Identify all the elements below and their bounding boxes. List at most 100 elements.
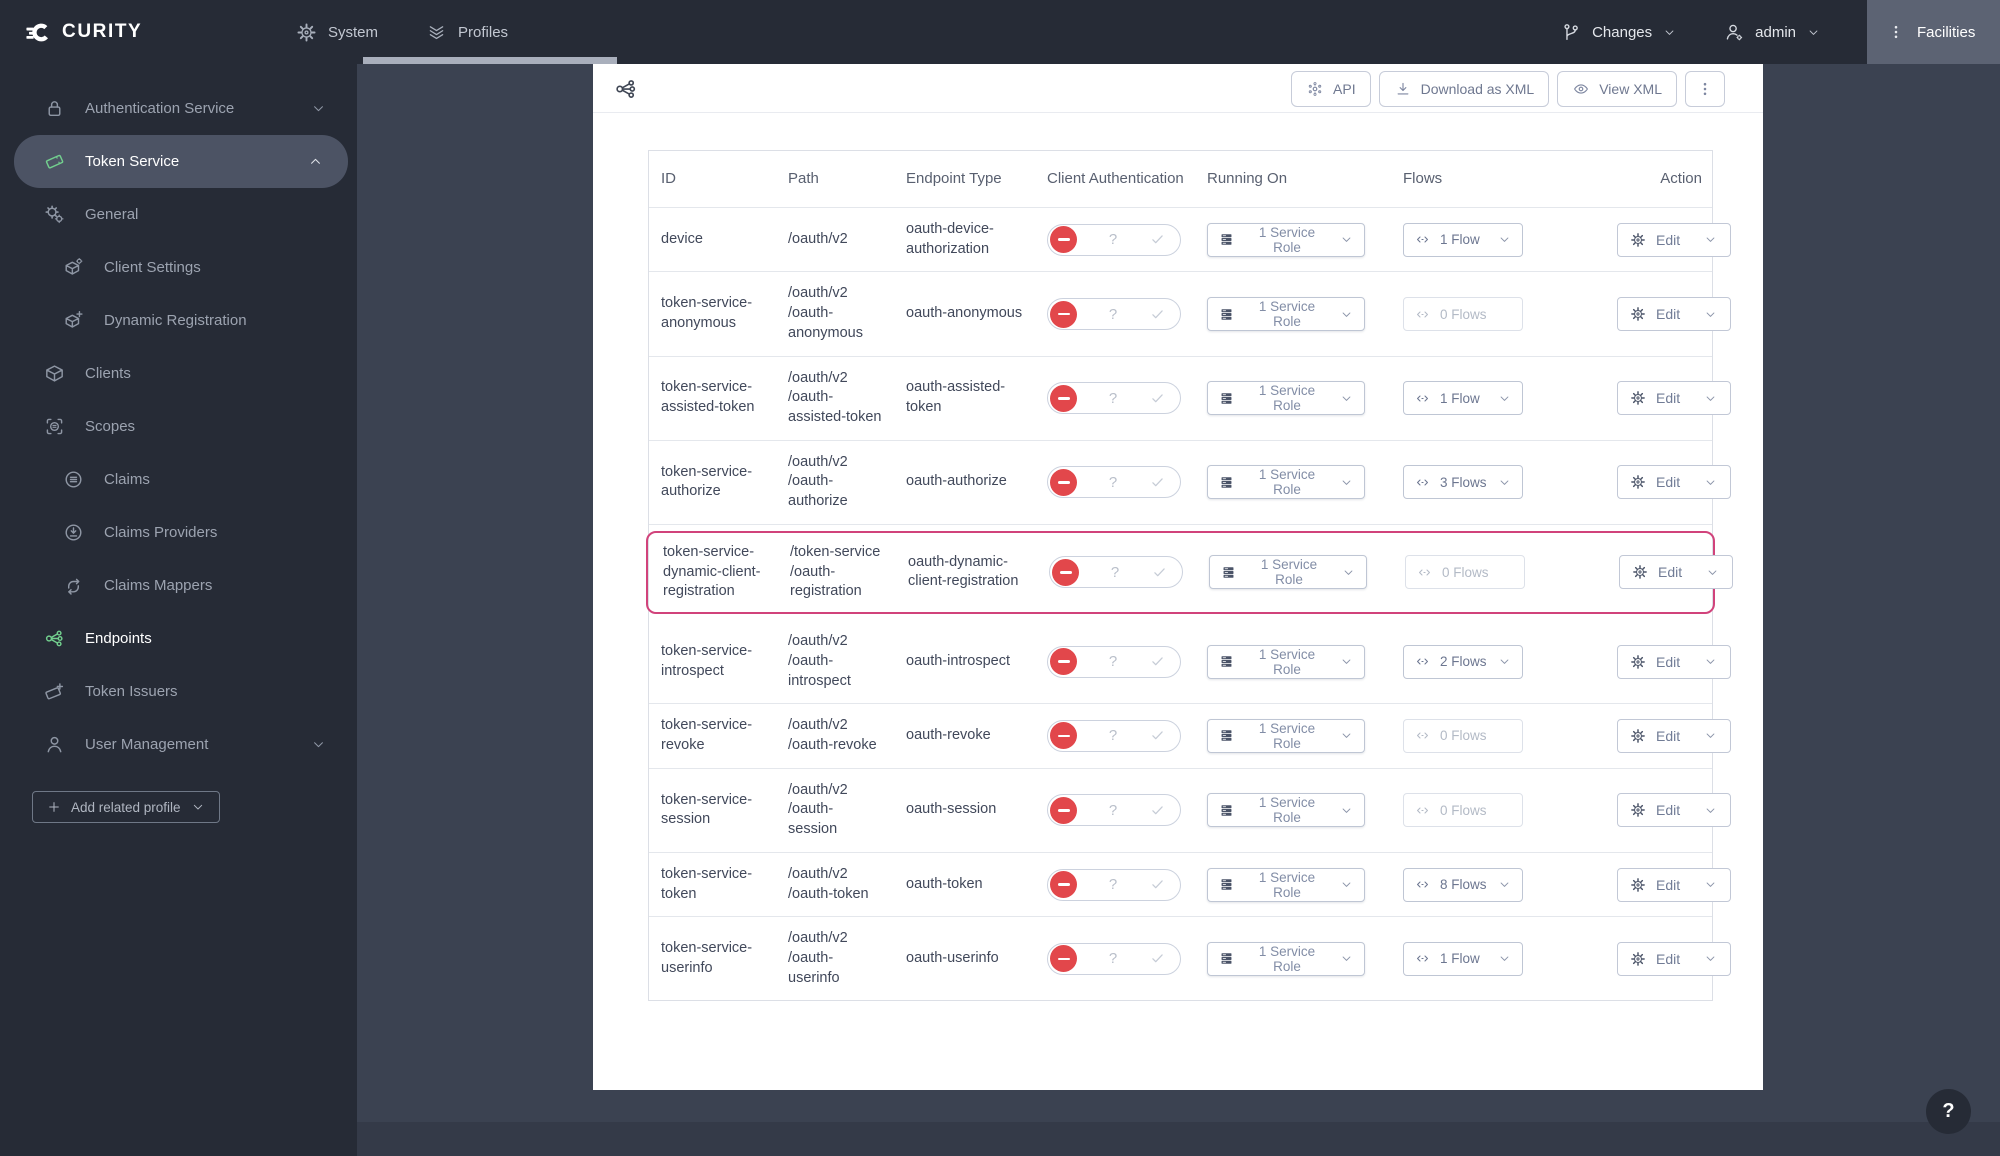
edit-button[interactable]: Edit bbox=[1617, 297, 1731, 332]
sidebar-item-claims-mappers[interactable]: Claims Mappers bbox=[0, 559, 357, 612]
sidebar-item-token-service[interactable]: Token Service bbox=[14, 135, 348, 188]
flows-dropdown[interactable]: 8 Flows bbox=[1403, 867, 1523, 902]
download-as-xml-button[interactable]: Download as XML bbox=[1378, 71, 1550, 107]
running-on-dropdown[interactable]: 1 Service Role bbox=[1207, 718, 1365, 753]
toggle-unknown-icon[interactable]: ? bbox=[1108, 727, 1118, 745]
running-on-dropdown[interactable]: 1 Service Role bbox=[1207, 867, 1365, 902]
changes-menu[interactable]: Changes bbox=[1560, 21, 1677, 43]
toggle-check-icon[interactable] bbox=[1149, 802, 1166, 819]
client-auth-toggle[interactable]: ? bbox=[1049, 556, 1183, 589]
client-auth-toggle[interactable]: ? bbox=[1047, 942, 1181, 975]
toggle-disabled-icon[interactable] bbox=[1050, 945, 1077, 973]
sidebar-item-dynamic-registration[interactable]: Dynamic Registration bbox=[0, 294, 357, 347]
toggle-check-icon[interactable] bbox=[1149, 727, 1166, 744]
toggle-disabled-icon[interactable] bbox=[1050, 722, 1077, 750]
edit-button[interactable]: Edit bbox=[1617, 718, 1731, 753]
edit-button[interactable]: Edit bbox=[1617, 867, 1731, 902]
add-related-profile-button[interactable]: Add related profile bbox=[32, 791, 220, 823]
running-on-dropdown[interactable]: 1 Service Role bbox=[1207, 793, 1365, 828]
endpoint-type-cell: oauth-dynamic-client-registration bbox=[908, 553, 1019, 590]
flows-dropdown[interactable]: 1 Flow bbox=[1403, 381, 1523, 416]
client-auth-toggle[interactable]: ? bbox=[1047, 794, 1181, 827]
toggle-unknown-icon[interactable]: ? bbox=[1108, 653, 1118, 671]
toggle-disabled-icon[interactable] bbox=[1050, 796, 1077, 824]
sidebar-item-claims-providers[interactable]: Claims Providers bbox=[0, 506, 357, 559]
client-auth-toggle[interactable]: ? bbox=[1047, 645, 1181, 678]
toggle-disabled-icon[interactable] bbox=[1050, 648, 1077, 676]
running-on-cell: 1 Service Role bbox=[1199, 297, 1395, 332]
client-auth-toggle[interactable]: ? bbox=[1047, 298, 1181, 331]
toggle-disabled-icon[interactable] bbox=[1050, 226, 1077, 254]
view-xml-button[interactable]: View XML bbox=[1557, 71, 1677, 107]
toggle-disabled-icon[interactable] bbox=[1050, 300, 1077, 328]
edit-button[interactable]: Edit bbox=[1617, 793, 1731, 828]
toggle-check-icon[interactable] bbox=[1149, 950, 1166, 967]
api-button[interactable]: API bbox=[1291, 71, 1371, 107]
flows-dropdown[interactable]: 1 Flow bbox=[1403, 941, 1523, 976]
running-on-dropdown[interactable]: 1 Service Role bbox=[1207, 222, 1365, 257]
toggle-unknown-icon[interactable]: ? bbox=[1108, 876, 1118, 894]
toggle-disabled-icon[interactable] bbox=[1050, 871, 1077, 899]
toggle-unknown-icon[interactable]: ? bbox=[1108, 231, 1118, 249]
toggle-disabled-icon[interactable] bbox=[1052, 558, 1079, 586]
toggle-check-icon[interactable] bbox=[1149, 653, 1166, 670]
sidebar-item-claims[interactable]: Claims bbox=[0, 453, 357, 506]
edit-button[interactable]: Edit bbox=[1617, 644, 1731, 679]
running-on-dropdown[interactable]: 1 Service Role bbox=[1207, 381, 1365, 416]
sidebar-item-clients[interactable]: Clients bbox=[0, 347, 357, 400]
client-auth-toggle[interactable]: ? bbox=[1047, 466, 1181, 499]
client-auth-toggle[interactable]: ? bbox=[1047, 382, 1181, 415]
flows-dropdown[interactable]: 0 Flows bbox=[1403, 793, 1523, 828]
brand-logo[interactable]: CURITY bbox=[26, 0, 142, 64]
toggle-unknown-icon[interactable]: ? bbox=[1108, 473, 1118, 491]
flows-dropdown[interactable]: 3 Flows bbox=[1403, 465, 1523, 500]
running-on-dropdown[interactable]: 1 Service Role bbox=[1209, 555, 1367, 590]
client-auth-toggle[interactable]: ? bbox=[1047, 719, 1181, 752]
edit-button[interactable]: Edit bbox=[1617, 941, 1731, 976]
more-options-button[interactable] bbox=[1685, 71, 1725, 107]
running-on-dropdown[interactable]: 1 Service Role bbox=[1207, 644, 1365, 679]
toggle-check-icon[interactable] bbox=[1149, 306, 1166, 323]
toggle-unknown-icon[interactable]: ? bbox=[1108, 305, 1118, 323]
flows-dropdown[interactable]: 0 Flows bbox=[1403, 718, 1523, 753]
sidebar-item-general[interactable]: General bbox=[0, 188, 357, 241]
user-menu[interactable]: admin bbox=[1723, 21, 1821, 43]
toggle-unknown-icon[interactable]: ? bbox=[1108, 801, 1118, 819]
edit-button[interactable]: Edit bbox=[1617, 381, 1731, 416]
facilities-button[interactable]: Facilities bbox=[1867, 0, 2000, 64]
toggle-check-icon[interactable] bbox=[1149, 474, 1166, 491]
toggle-unknown-icon[interactable]: ? bbox=[1110, 563, 1120, 581]
edit-button[interactable]: Edit bbox=[1619, 555, 1733, 590]
client-auth-toggle[interactable]: ? bbox=[1047, 868, 1181, 901]
toggle-check-icon[interactable] bbox=[1149, 231, 1166, 248]
sidebar-item-user-management[interactable]: User Management bbox=[0, 718, 357, 771]
flows-dropdown[interactable]: 1 Flow bbox=[1403, 222, 1523, 257]
flows-dropdown[interactable]: 0 Flows bbox=[1403, 297, 1523, 332]
edit-button[interactable]: Edit bbox=[1617, 222, 1731, 257]
sidebar-item-scopes[interactable]: Scopes bbox=[0, 400, 357, 453]
flows-dropdown[interactable]: 0 Flows bbox=[1405, 555, 1525, 590]
flows-dropdown[interactable]: 2 Flows bbox=[1403, 644, 1523, 679]
running-on-dropdown[interactable]: 1 Service Role bbox=[1207, 465, 1365, 500]
toggle-unknown-icon[interactable]: ? bbox=[1108, 950, 1118, 968]
running-on-dropdown[interactable]: 1 Service Role bbox=[1207, 941, 1365, 976]
sidebar-item-token-issuers[interactable]: Token Issuers bbox=[0, 665, 357, 718]
edit-button[interactable]: Edit bbox=[1617, 465, 1731, 500]
running-on-dropdown[interactable]: 1 Service Role bbox=[1207, 297, 1365, 332]
nav-tab-profiles[interactable]: Profiles bbox=[426, 0, 508, 64]
toggle-check-icon[interactable] bbox=[1149, 876, 1166, 893]
client-auth-toggle[interactable]: ? bbox=[1047, 223, 1181, 256]
sidebar-item-client-settings[interactable]: Client Settings bbox=[0, 241, 357, 294]
toggle-disabled-icon[interactable] bbox=[1050, 384, 1077, 412]
toggle-disabled-icon[interactable] bbox=[1050, 468, 1077, 496]
nav-tab-system[interactable]: System bbox=[296, 0, 378, 64]
sidebar-item-endpoints[interactable]: Endpoints bbox=[0, 612, 357, 665]
toggle-unknown-icon[interactable]: ? bbox=[1108, 389, 1118, 407]
endpoint-id-cell: token-service-userinfo bbox=[661, 940, 753, 976]
sidebar-item-authentication-service[interactable]: Authentication Service bbox=[0, 82, 357, 135]
flows-value: 1 Flow bbox=[1440, 232, 1480, 248]
toggle-check-icon[interactable] bbox=[1149, 390, 1166, 407]
help-button[interactable]: ? bbox=[1926, 1089, 1971, 1134]
toggle-check-icon[interactable] bbox=[1151, 564, 1168, 581]
nav-tab-label: System bbox=[328, 23, 379, 41]
